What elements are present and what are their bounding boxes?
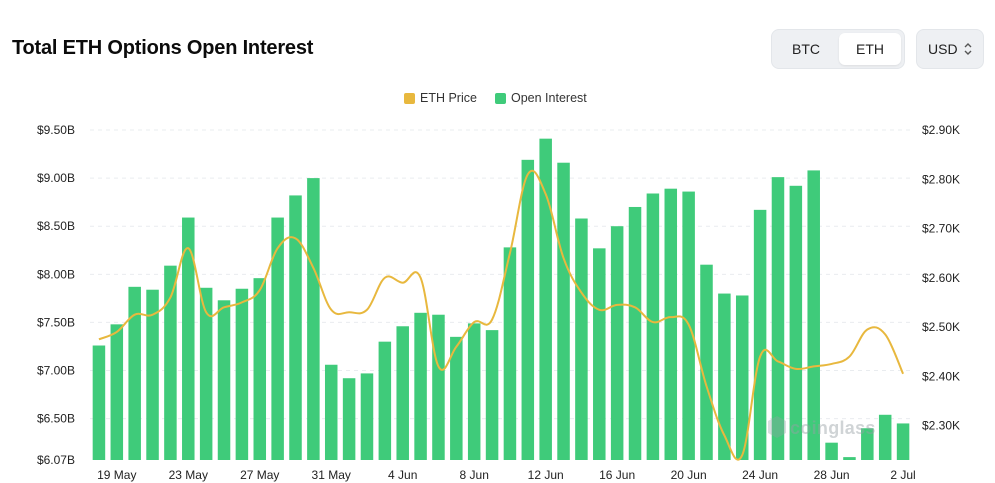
eth-button[interactable]: ETH [839,33,901,65]
open-interest-bars [92,138,910,461]
open-interest-bar[interactable] [664,188,678,460]
open-interest-bar[interactable] [467,323,481,460]
y-left-tick-label: $8.50B [37,219,75,233]
open-interest-bar[interactable] [646,193,660,461]
open-interest-bar[interactable] [128,286,141,460]
x-tick-label: 24 Jun [742,468,778,482]
open-interest-bar[interactable] [735,295,749,460]
open-interest-bar[interactable] [378,341,392,460]
x-axis: 19 May 23 May 27 May 31 May 4 Jun 8 Jun 12 Jun… [97,468,916,482]
y-right-tick-label: $2.40K [922,369,960,383]
open-interest-bar[interactable] [503,247,517,460]
open-interest-bar[interactable] [861,428,874,460]
grid-lines [90,129,912,420]
btc-button[interactable]: BTC [792,41,820,57]
open-interest-bar[interactable] [628,206,642,460]
y-right-tick-label: $2.80K [922,172,960,186]
open-interest-bar[interactable] [771,177,785,460]
chart-legend: ETH Price Open Interest [0,91,995,107]
open-interest-bar[interactable] [593,248,606,460]
open-interest-bar[interactable] [199,287,213,460]
open-interest-bar[interactable] [878,414,892,460]
open-interest-bar[interactable] [753,209,767,460]
open-interest-bar[interactable] [575,218,588,460]
open-interest-bar[interactable] [896,423,910,460]
legend-swatch-price [404,92,415,104]
open-interest-bar[interactable] [843,457,856,460]
eth-price-line[interactable] [98,169,904,461]
open-interest-bar[interactable] [324,364,338,460]
open-interest-bar[interactable] [789,185,803,461]
x-tick-label: 2 Jul [890,468,915,482]
open-interest-bar[interactable] [217,300,231,460]
x-tick-label: 31 May [312,468,351,482]
open-interest-bar[interactable] [807,170,820,460]
currency-select[interactable]: USD [916,29,984,69]
open-interest-bar[interactable] [164,265,177,460]
legend-item-eth-price[interactable]: ETH Price [404,91,477,105]
open-interest-bar[interactable] [700,264,713,460]
asset-toggle: BTC ETH [771,29,905,69]
y-left-tick-label: $9.50B [37,123,75,137]
y-right-tick-label: $2.50K [922,320,960,334]
x-tick-label: 20 Jun [671,468,707,482]
x-tick-label: 23 May [169,468,208,482]
open-interest-bar[interactable] [342,378,356,460]
x-tick-label: 12 Jun [528,468,564,482]
y-left-tick-label: $6.50B [37,412,75,426]
open-interest-bar[interactable] [307,178,320,460]
open-interest-bar[interactable] [289,195,302,461]
eth-price-line-group [98,169,904,461]
y-left-tick-label: $7.50B [37,315,75,329]
open-interest-bar[interactable] [92,345,106,460]
open-interest-bar[interactable] [825,442,838,460]
x-tick-label: 27 May [240,468,279,482]
open-interest-bar[interactable] [182,217,195,460]
open-interest-bar[interactable] [396,326,409,460]
x-tick-label: 4 Jun [388,468,417,482]
open-interest-bar[interactable] [485,330,499,460]
legend-label-price: ETH Price [420,91,477,105]
y-axis-right: $2.30K $2.40K $2.50K $2.60K $2.70K $2.80K $2.9… [922,123,960,433]
open-interest-bar[interactable] [450,336,463,460]
open-interest-bar[interactable] [146,289,159,460]
watermark: coinglass [790,418,876,438]
x-tick-label: 8 Jun [460,468,489,482]
open-interest-bar[interactable] [718,293,731,460]
y-left-tick-label: $8.00B [37,267,75,281]
y-left-tick-label: $6.07B [37,453,75,467]
open-interest-bar[interactable] [610,226,624,460]
y-left-tick-label: $9.00B [37,171,75,185]
chevron-up-down-icon [964,43,972,55]
x-tick-label: 28 Jun [814,468,850,482]
y-right-tick-label: $2.90K [922,123,960,137]
open-interest-bar[interactable] [360,373,374,460]
legend-swatch-oi [495,92,506,104]
open-interest-bar[interactable] [253,278,267,460]
open-interest-bar[interactable] [414,312,427,460]
y-axis-left: $6.07B $6.50B $7.00B $7.50B $8.00B $8.50B $9.0… [37,123,75,467]
page-title: Total ETH Options Open Interest [12,37,314,59]
open-interest-bar[interactable] [271,217,284,460]
open-interest-bar[interactable] [235,288,249,460]
open-interest-bar[interactable] [539,138,552,460]
legend-label-oi: Open Interest [511,91,587,105]
x-tick-label: 19 May [97,468,136,482]
legend-item-open-interest[interactable]: Open Interest [495,91,587,105]
open-interest-bar[interactable] [110,324,124,460]
x-tick-label: 16 Jun [599,468,635,482]
coinglass-logo-icon [768,416,786,438]
open-interest-bar[interactable] [557,162,570,460]
y-left-tick-label: $7.00B [37,364,75,378]
open-interest-bar[interactable] [432,314,445,460]
currency-value: USD [928,41,958,57]
y-right-tick-label: $2.70K [922,222,960,236]
open-interest-bar[interactable] [521,159,535,460]
y-right-tick-label: $2.60K [922,271,960,285]
y-right-tick-label: $2.30K [922,419,960,433]
